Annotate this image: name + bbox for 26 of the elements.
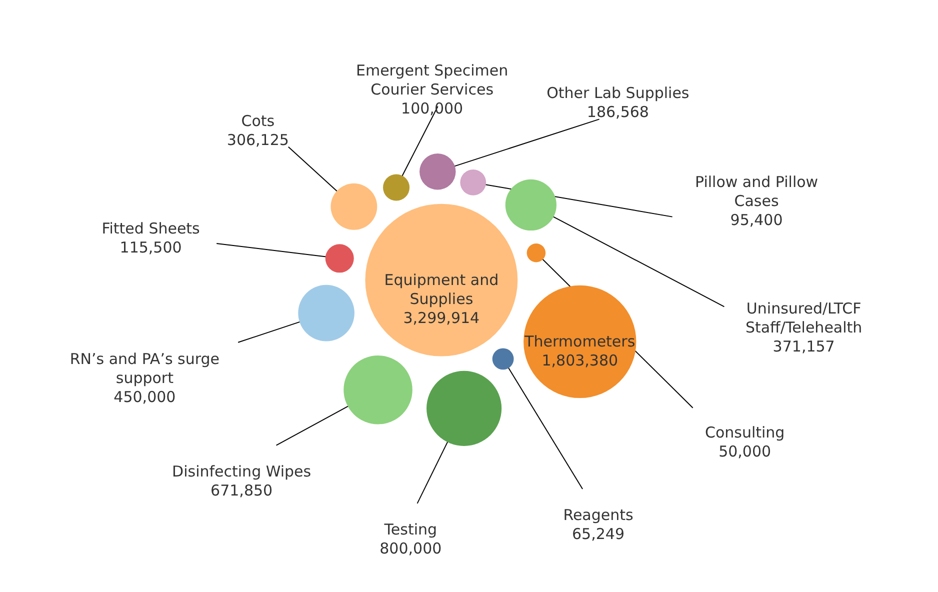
data-label: 95,400 (730, 210, 783, 229)
category-label: RN’s and PA’s surge support (70, 350, 220, 388)
category-label: Testing (383, 520, 438, 538)
data-label: 306,125 (226, 130, 289, 149)
category-label: Pillow and Pillow Cases (694, 172, 818, 210)
category-label: Uninsured/LTCF Staff/Telehealth (745, 299, 862, 336)
data-label: 450,000 (114, 388, 176, 406)
data-label: 100,000 (401, 99, 464, 118)
category-label: Reagents (563, 506, 634, 524)
category-label: Fitted Sheets (102, 219, 200, 238)
data-label: 115,500 (120, 238, 182, 256)
category-label: Disinfecting Wipes (172, 462, 312, 480)
data-label: 671,850 (210, 481, 273, 500)
data-label: 186,568 (586, 103, 649, 122)
data-label: 50,000 (718, 442, 772, 461)
category-label: Equipment and Supplies (384, 271, 499, 308)
category-label: Emergent Specimen Courier Services (356, 61, 508, 98)
category-label: Other Lab Supplies (546, 84, 690, 102)
data-label: 3,299,914 (403, 309, 480, 328)
category-label: Cots (241, 112, 275, 130)
data-label: 1,803,380 (542, 352, 618, 370)
data-label: 65,249 (572, 525, 624, 544)
category-label: Consulting (704, 424, 785, 442)
data-label: 800,000 (380, 539, 442, 558)
data-label: 371,157 (772, 337, 835, 356)
category-label: Thermometers (524, 332, 636, 351)
